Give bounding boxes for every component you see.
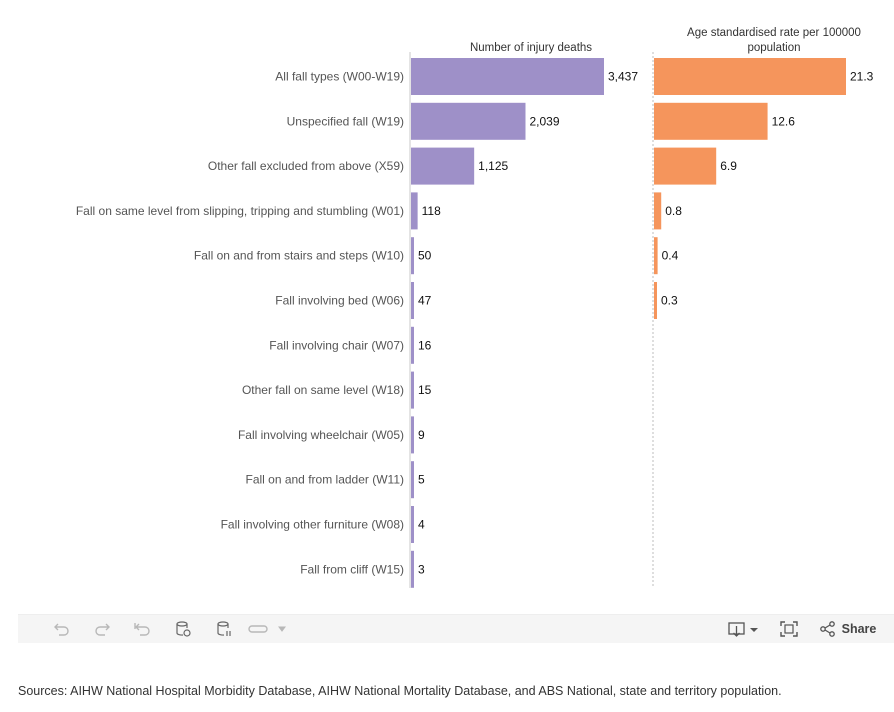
deaths-value-label: 9 [418, 428, 425, 442]
category-label: Fall on and from stairs and steps (W10) [194, 249, 404, 263]
category-label: Fall involving other furniture (W08) [221, 518, 404, 532]
deaths-value-label: 3,437 [608, 70, 638, 84]
chart-svg: Number of injury deaths Age standardised … [76, 27, 874, 588]
deaths-bar [411, 102, 526, 140]
redo-icon [95, 623, 110, 636]
undo-button[interactable] [52, 619, 72, 639]
deaths-value-label: 16 [418, 338, 432, 352]
deaths-value-label: 50 [418, 249, 432, 263]
share-label: Share [841, 622, 877, 636]
fullscreen-icon [780, 621, 798, 637]
category-label: Fall on same level from slipping, trippi… [76, 204, 404, 218]
panel-header-deaths: Number of injury deaths [470, 42, 592, 54]
download-icon [728, 622, 758, 637]
download-button[interactable] [727, 619, 761, 639]
category-label: Other fall excluded from above (X59) [208, 159, 404, 173]
deaths-value-label: 15 [418, 383, 432, 397]
rate-value-label: 0.3 [661, 294, 678, 308]
deaths-bar [411, 192, 418, 230]
fullscreen-button[interactable] [778, 619, 800, 639]
deaths-bar [411, 237, 414, 275]
refresh-data-button[interactable] [173, 619, 193, 639]
deaths-bar [411, 282, 414, 319]
deaths-value-label: 47 [418, 294, 432, 308]
rate-value-label: 0.4 [662, 249, 679, 263]
category-label: Fall on and from ladder (W11) [245, 473, 404, 487]
share-button[interactable]: Share [818, 619, 878, 639]
revert-button[interactable] [131, 619, 153, 639]
rate-value-label: 0.8 [665, 204, 682, 218]
deaths-value-label: 118 [422, 204, 441, 218]
pause-updates-button[interactable] [214, 619, 234, 639]
revert-icon [134, 623, 150, 636]
category-label: All fall types (W00-W19) [275, 70, 404, 84]
toolbar: Share [18, 614, 894, 643]
panel-header-rate-line-2: population [747, 42, 800, 54]
category-label: Other fall on same level (W18) [242, 383, 404, 397]
pause-updates-icon [217, 621, 231, 636]
deaths-value-label: 3 [418, 562, 425, 576]
deaths-bar [411, 461, 414, 499]
rate-bar [654, 58, 846, 95]
category-label: Unspecified fall (W19) [287, 114, 404, 128]
deaths-value-label: 2,039 [529, 114, 559, 128]
chart-area: Number of injury deaths Age standardised … [76, 27, 874, 588]
deaths-bar [411, 147, 475, 185]
rate-bar [654, 192, 662, 230]
deaths-value-label: 5 [418, 473, 425, 487]
rate-value-label: 6.9 [720, 159, 737, 173]
category-label: Fall involving chair (W07) [269, 338, 404, 352]
category-label: Fall from cliff (W15) [300, 562, 404, 576]
custom-view-button[interactable] [248, 619, 288, 639]
rate-bar [654, 102, 768, 140]
rate-bar [654, 147, 717, 185]
category-label: Fall involving wheelchair (W05) [238, 428, 404, 442]
deaths-bar [411, 550, 414, 588]
share-icon [819, 621, 835, 637]
refresh-data-icon [176, 621, 191, 637]
deaths-bar [411, 506, 414, 543]
rate-value-label: 21.3 [850, 70, 874, 84]
redo-button[interactable] [92, 619, 112, 639]
deaths-value-label: 4 [418, 518, 425, 532]
rate-value-label: 12.6 [772, 114, 796, 128]
sources-note: Sources: AIHW National Hospital Morbidit… [18, 684, 782, 698]
deaths-bar [411, 371, 414, 409]
category-label: Fall involving bed (W06) [275, 294, 404, 308]
rate-bar [654, 237, 658, 275]
panel-header-rate-line-1: Age standardised rate per 100000 [687, 27, 861, 39]
deaths-bar [411, 326, 414, 364]
rate-bar [654, 282, 657, 319]
deaths-value-label: 1,125 [478, 159, 508, 173]
custom-view-icon [248, 625, 286, 633]
undo-icon [54, 623, 69, 636]
deaths-bar [411, 58, 604, 95]
deaths-bar [411, 416, 414, 454]
